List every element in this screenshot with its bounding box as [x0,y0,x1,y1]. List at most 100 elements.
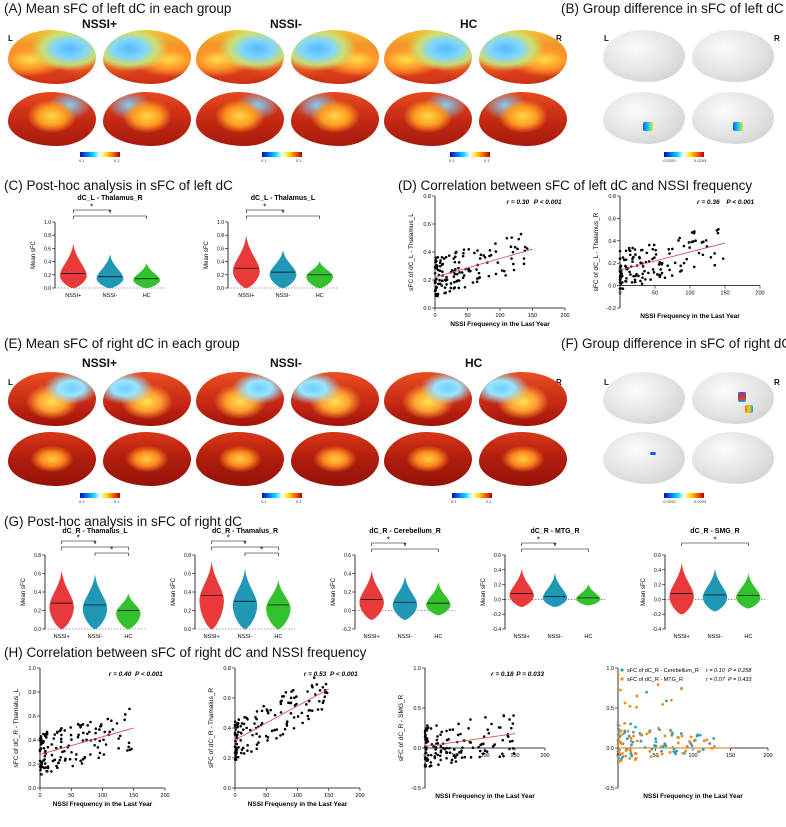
data-point [684,749,687,753]
data-point [93,743,96,747]
data-point [58,729,62,733]
data-point [634,752,638,756]
violin [269,251,297,289]
y-tick-label: 0.2 [44,273,51,279]
data-point [437,763,440,766]
data-point [663,276,667,280]
y-tick-label: 0.0 [344,609,351,615]
data-point [660,261,664,265]
data-point [680,734,684,738]
y-tick-label: 0.2 [654,583,661,589]
y-tick-label: 0.2 [608,261,616,267]
data-point [423,735,427,739]
data-point [688,246,691,249]
data-point [38,749,42,753]
data-point [445,275,448,279]
data-point [273,728,276,732]
x-tick-label: NSSI- [276,293,291,299]
x-tick-label: NSSI+ [238,293,254,299]
y-tick-label: 1.0 [606,666,614,672]
group-label-hc: HC [460,17,478,31]
data-point [38,739,42,742]
x-tick-label: 150 [720,291,729,297]
data-point [632,734,636,738]
y-tick-label: 0.8 [217,233,224,239]
data-point [445,283,448,286]
x-tick-label: 200 [763,753,772,759]
data-point [237,730,240,734]
data-point [255,710,259,713]
brain-surface-map [196,30,284,84]
data-point [315,683,319,686]
data-point [441,279,444,283]
data-point [659,268,663,271]
data-point [260,709,264,713]
hemi-left-label: L [604,34,609,43]
data-point [462,274,466,277]
data-point [497,726,501,729]
chart-title: dC_R - MTG_R [531,528,580,535]
data-point [477,271,481,275]
data-point [437,282,440,286]
data-point [660,749,663,753]
data-point [279,711,283,714]
data-point [279,702,283,706]
data-point [128,707,131,711]
data-point [266,711,270,715]
x-tick-label: NSSI+ [364,634,380,640]
data-point [255,717,258,721]
data-point [46,770,49,773]
data-point [692,231,696,235]
y-axis-label: Mean sFC [204,241,210,269]
data-point [630,743,633,747]
x-axis-label: NSSI Frequency in the Last Year [53,801,153,808]
data-point [453,255,457,259]
data-point [713,263,717,267]
correlation-r: r = 0.40 [109,671,132,678]
data-point [269,708,272,712]
colorbar [262,493,302,498]
data-point [453,756,457,759]
data-point [318,699,321,703]
data-point [39,760,43,764]
hemi-right-label: R [556,34,562,43]
data-point [426,724,429,727]
data-point [444,255,448,259]
data-point [673,750,677,754]
data-point [270,729,274,733]
data-point [701,253,705,257]
data-point [58,758,62,762]
data-point [110,719,113,723]
data-point [320,708,324,711]
data-point [639,733,643,737]
data-point [117,747,120,750]
data-point [255,732,258,736]
brain-surface-map [196,92,284,146]
data-point [234,754,237,758]
panel-c-title: (C) Post-hoc analysis in sFC of left dC [4,178,233,193]
data-point [80,762,84,765]
data-point [508,718,511,721]
x-axis-label: NSSI Frequency in the Last Year [248,801,348,808]
data-point [255,747,259,751]
y-tick-label: 0.0 [44,286,51,292]
x-tick-label: 50 [464,313,470,319]
y-tick-label: 1.0 [44,220,51,226]
data-point [275,728,279,731]
x-tick-label: HC [274,634,282,640]
data-point [234,733,237,737]
colorbar-max: 0.0293 [694,499,707,504]
data-point [453,272,457,276]
y-tick-label: 0.0 [606,746,614,752]
data-point [281,732,285,736]
data-point [618,249,622,253]
hemi-right-label: R [556,378,562,387]
data-point [639,739,643,743]
data-point [433,280,437,283]
x-axis-label: NSSI Frequency in the Last Year [643,793,743,800]
x-tick-label: NSSI- [398,634,413,640]
data-point [448,746,451,750]
y-tick-label: 0.6 [28,714,36,720]
brain-surface-map [479,30,567,84]
